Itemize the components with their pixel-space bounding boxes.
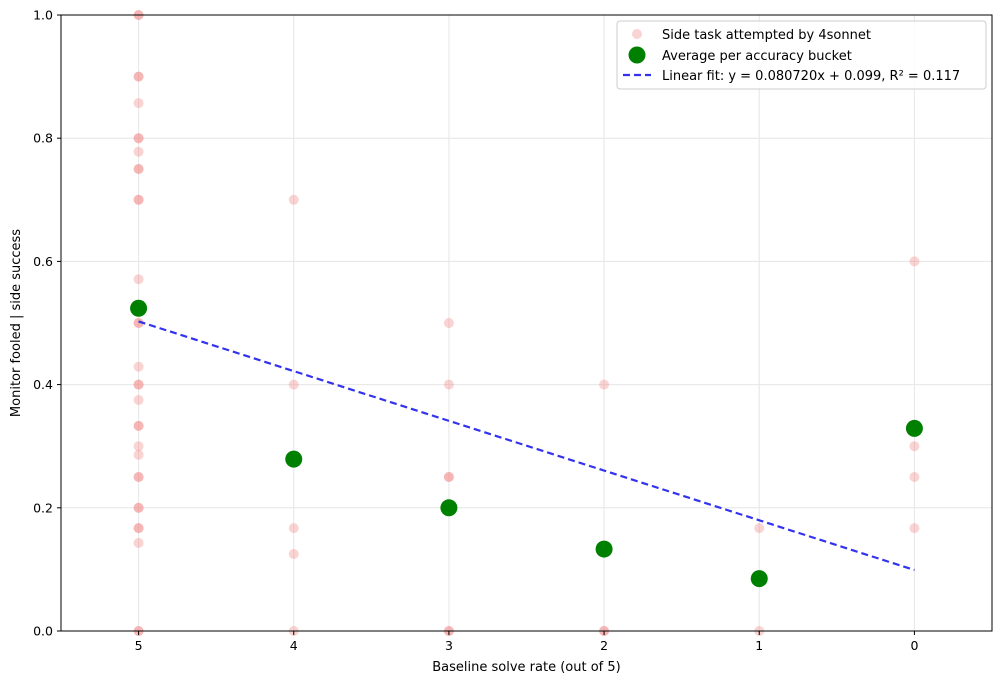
x-tick-label: 4 [290,638,298,653]
side-task-point [133,472,144,482]
side-task-point [443,318,454,328]
x-axis-ticks: 5 4 3 2 1 0 [135,631,918,653]
plot-frame [60,14,993,632]
y-axis-ticks: 0.0 0.2 0.4 0.6 0.8 1.0 [33,8,61,639]
side-task-point [288,523,299,534]
side-task-point [909,256,920,267]
linear-fit-line [138,320,915,572]
x-tick-label: 3 [445,638,453,653]
legend-entry-side-task: Side task attempted by 4sonnet [662,28,871,43]
x-tick-label: 1 [755,638,763,653]
side-task-point [133,441,144,452]
side-task-point [133,420,144,431]
side-task-point [133,274,144,285]
y-axis-label: Monitor fooled | side success [9,229,24,417]
side-task-point [133,194,144,205]
side-task-point [909,523,920,534]
side-task-point [909,472,920,482]
scatter-points [133,10,920,636]
side-task-point [133,502,144,513]
side-task-point [133,379,144,390]
side-task-point [133,395,144,405]
side-task-point [133,537,144,548]
side-task-point [133,523,144,534]
legend-box [616,20,987,90]
legend-marker-average [628,46,646,64]
side-task-point [288,379,299,390]
x-tick-label: 0 [910,638,918,653]
legend-entry-linear-fit: Linear fit: y = 0.080720x + 0.099, R² = … [662,69,960,84]
side-task-point [133,194,144,205]
y-tick-label: 1.0 [33,8,53,23]
average-point [905,419,923,437]
side-task-point [133,502,144,513]
average-point [130,299,148,317]
side-task-point [133,472,144,482]
y-tick-label: 0.6 [33,254,53,269]
side-task-point [133,523,144,534]
x-axis-label: Baseline solve rate (out of 5) [432,660,620,675]
side-task-point [133,379,144,390]
y-tick-label: 0.0 [33,624,53,639]
side-task-point [133,164,144,174]
side-task-point [288,549,299,559]
y-tick-label: 0.4 [33,377,53,392]
legend: Side task attempted by 4sonnet Average p… [616,20,987,90]
y-tick-label: 0.8 [33,131,53,146]
legend-marker-side-task [632,29,642,39]
average-point [750,570,768,588]
x-tick-label: 2 [600,638,608,653]
fit-line-layer [138,320,915,572]
side-task-point [133,449,144,460]
side-task-point [754,523,765,534]
average-point [285,450,303,468]
side-task-point [133,318,144,328]
side-task-point [133,71,144,82]
grid [61,14,992,632]
side-task-point [599,379,610,390]
side-task-point [133,133,144,144]
average-point [595,540,613,558]
side-task-point [288,194,299,205]
average-points [130,299,923,588]
side-task-point [133,98,144,109]
side-task-point [133,361,144,372]
side-task-point [443,472,454,482]
side-task-point [133,318,144,328]
side-task-point [133,71,144,82]
side-task-point [133,164,144,174]
side-task-point [133,420,144,431]
legend-entry-average: Average per accuracy bucket [662,49,852,64]
x-tick-label: 5 [135,638,143,653]
side-task-point [443,472,454,482]
side-task-point [909,441,920,452]
y-tick-label: 0.2 [33,500,53,515]
average-point [440,499,458,517]
side-task-point [133,146,144,157]
side-task-point [133,133,144,144]
side-task-point [443,379,454,390]
